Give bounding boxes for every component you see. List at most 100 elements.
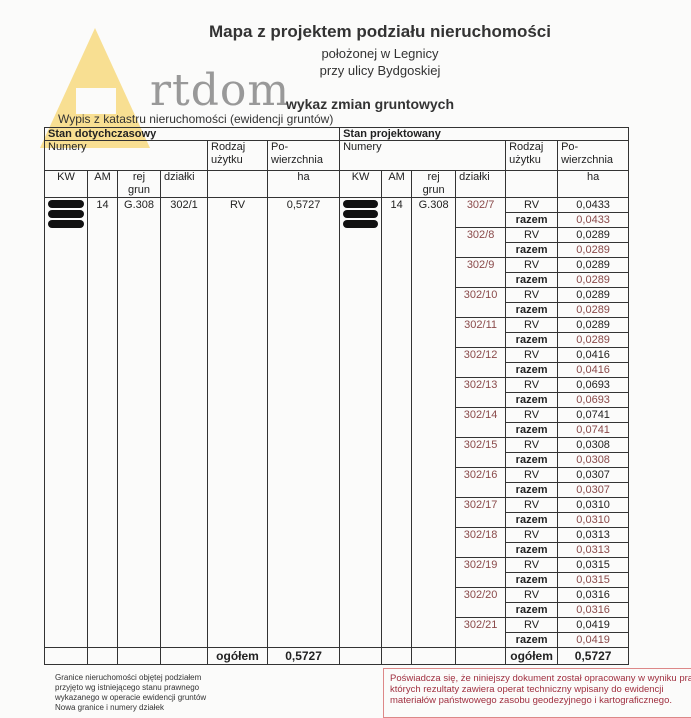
- parcel-use: RV: [505, 467, 559, 483]
- parcel-id: 302/14: [455, 407, 507, 438]
- total-row: ogółem 0,5727 ogółem 0,5727: [44, 647, 630, 665]
- parcel-id: 302/18: [455, 527, 507, 558]
- rej-cell: G.308: [117, 197, 161, 648]
- razem-label: razem: [505, 272, 559, 288]
- parcel-id: 302/16: [455, 467, 507, 498]
- parcel-area: 0,0693: [557, 377, 630, 393]
- document-title: Mapa z projektem podziału nieruchomości: [209, 22, 551, 41]
- table-row: 302/16 RV 0,0307: [45, 467, 630, 498]
- table-row: 302/15 RV 0,0308: [45, 437, 630, 468]
- total-label: ogółem: [207, 647, 268, 665]
- area-cell: 0,5727: [266, 197, 341, 648]
- table-row: razem 0,0289: [45, 302, 630, 318]
- razem-label: razem: [505, 362, 559, 378]
- parcel-id: 302/17: [455, 497, 507, 528]
- parcel-area: 0,0741: [557, 407, 630, 423]
- note-line: przyjęto wg istniejącego stanu prawnego: [55, 683, 200, 692]
- certification-line: Poświadcza się, że niniejszy dokument zo…: [390, 673, 691, 684]
- parcel-id: 302/12: [455, 347, 507, 378]
- parcel-use: RV: [505, 197, 559, 213]
- use-header: Rodzaj użytku: [505, 140, 559, 171]
- rej-cell: G.308: [411, 197, 457, 648]
- razem-label: razem: [505, 602, 559, 618]
- total-label: ogółem: [505, 647, 559, 665]
- parcel-use: RV: [505, 257, 559, 273]
- use-header: Rodzaj użytku: [207, 140, 268, 171]
- location-line-2: przy ulicy Bydgoskiej: [319, 63, 441, 78]
- table-row: 302/12 RV 0,0416: [45, 347, 630, 378]
- certification-stamp: Poświadcza się, że niniejszy dokument zo…: [383, 668, 691, 718]
- empty-cell: [411, 647, 457, 665]
- parcel-use: RV: [505, 377, 559, 393]
- razem-label: razem: [505, 422, 559, 438]
- section-title: wykaz zmian gruntowych: [285, 96, 455, 112]
- razem-label: razem: [505, 512, 559, 528]
- parcel-id: 302/15: [455, 437, 507, 468]
- parcel-use: RV: [505, 557, 559, 573]
- table-row: razem 0,0741: [45, 422, 630, 438]
- parcel-total: 0,0307: [557, 482, 630, 498]
- certification-line: materiałów państwowego zasobu geodezyjne…: [390, 695, 673, 706]
- table-row: razem 0,0308: [45, 452, 630, 468]
- dzialka-cell: 302/1: [160, 197, 208, 648]
- total-current: 0,5727: [266, 647, 341, 665]
- parcel-id: 302/10: [455, 287, 507, 318]
- parcel-use: RV: [505, 227, 559, 243]
- parcel-id: 302/7: [455, 197, 507, 228]
- location-line-1: położonej w Legnicy: [321, 46, 439, 61]
- empty-cell: [455, 647, 507, 665]
- kw-header: KW: [44, 170, 88, 198]
- parcel-use: RV: [505, 287, 559, 303]
- table-row: 302/18 RV 0,0313: [45, 527, 630, 558]
- parcel-total: 0,0416: [557, 362, 630, 378]
- parcel-area: 0,0310: [557, 497, 630, 513]
- parcel-use: RV: [505, 587, 559, 603]
- parcel-id: 302/19: [455, 557, 507, 588]
- am-header: AM: [381, 170, 413, 198]
- numbers-header: Numery: [339, 140, 507, 171]
- table-row: 302/9 RV 0,0289: [45, 257, 630, 288]
- extract-label: Wypis z katastru nieruchomości (ewidencj…: [58, 112, 334, 126]
- parcel-use: RV: [505, 497, 559, 513]
- ha-header: ha: [557, 170, 630, 198]
- parcel-total: 0,0419: [557, 632, 630, 648]
- dzialki-header: działki: [160, 170, 208, 198]
- note-line: Granice nieruchomości objętej podziałem: [55, 673, 202, 682]
- parcel-area: 0,0308: [557, 437, 630, 453]
- parcel-use: RV: [505, 347, 559, 363]
- note-line: Nowa granice i numery działek: [55, 703, 164, 712]
- razem-label: razem: [505, 572, 559, 588]
- kw-redacted: [44, 197, 88, 648]
- parcel-use: RV: [505, 317, 559, 333]
- total-projected: 0,5727: [557, 647, 630, 665]
- parcel-total: 0,0693: [557, 392, 630, 408]
- parcel-total: 0,0315: [557, 572, 630, 588]
- table-row: 302/20 RV 0,0316: [45, 587, 630, 618]
- empty-header: [505, 170, 559, 198]
- razem-label: razem: [505, 242, 559, 258]
- parcel-total: 0,0289: [557, 332, 630, 348]
- am-cell: 14: [381, 197, 413, 648]
- parcel-use: RV: [505, 407, 559, 423]
- parcel-id: 302/8: [455, 227, 507, 258]
- parcel-area: 0,0416: [557, 347, 630, 363]
- parcel-id: 302/20: [455, 587, 507, 618]
- razem-label: razem: [505, 392, 559, 408]
- parcel-id: 302/13: [455, 377, 507, 408]
- am-header: AM: [87, 170, 118, 198]
- am-cell: 14: [87, 197, 118, 648]
- parcel-total: 0,0313: [557, 542, 630, 558]
- ha-header: ha: [266, 170, 341, 198]
- numbers-header: Numery: [44, 140, 208, 171]
- empty-cell: [381, 647, 413, 665]
- parcel-total: 0,0310: [557, 512, 630, 528]
- razem-label: razem: [505, 302, 559, 318]
- area-header: Po-wierzchnia: [557, 140, 630, 171]
- note-line: wykazanego w operacie ewidencji gruntów: [55, 693, 207, 702]
- parcel-area: 0,0307: [557, 467, 630, 483]
- boundary-note: Granice nieruchomości objętej podziałem …: [55, 673, 206, 713]
- kw-header: KW: [339, 170, 383, 198]
- certification-line: których rezultaty zawiera operat technic…: [390, 684, 664, 695]
- parcel-id: 302/9: [455, 257, 507, 288]
- parcel-area: 0,0313: [557, 527, 630, 543]
